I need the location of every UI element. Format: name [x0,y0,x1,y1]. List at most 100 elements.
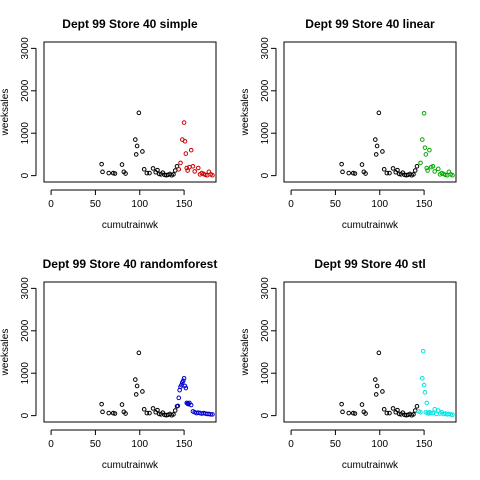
data-point [140,389,145,394]
x-tick-label: 50 [90,199,102,210]
y-tick-label: 3000 [260,37,271,60]
series-2 [416,348,455,418]
y-tick-label: 3000 [20,277,31,300]
series-2 [418,110,455,178]
x-tick-label: 0 [288,199,294,210]
data-point [374,143,380,149]
x-tick-label: 0 [288,439,294,450]
data-point [99,401,104,407]
data-point [411,172,416,177]
data-point [134,143,140,149]
data-point [352,171,358,176]
data-point [384,170,390,176]
x-axis-label: cumutrainwk [102,220,159,231]
data-point [395,407,400,413]
data-point [144,170,150,176]
data-point [140,149,145,154]
data-point [430,164,436,169]
data-point [423,152,429,157]
series-2 [176,120,215,178]
data-point [183,385,189,391]
plot-frame [283,41,457,183]
y-tick-label: 1000 [260,362,271,385]
y-tick-label: 3000 [20,37,31,60]
data-point [422,390,428,395]
data-point [424,165,430,171]
data-point [133,137,138,142]
data-point [418,409,423,415]
data-point [381,406,387,412]
data-point [155,167,160,173]
chart-title: Dept 99 Store 40 linear [305,17,435,31]
y-tick-label: 1000 [20,362,31,385]
data-point [188,147,194,153]
data-point [340,409,345,415]
data-point [123,411,128,416]
series-1 [99,110,180,178]
y-tick-label: 2000 [260,79,271,102]
data-point [412,408,418,413]
data-point [100,409,105,415]
data-point [421,382,427,388]
x-tick-label: 100 [371,439,388,450]
data-point [363,171,368,176]
data-point [141,166,147,172]
data-point [119,402,125,407]
data-point [390,166,396,171]
panel-3: Dept 99 Store 40 randomforest 0 50 100 150 cu… [0,257,217,471]
data-point [176,166,182,172]
data-point [136,110,142,116]
data-point [390,406,396,411]
data-point [134,383,140,389]
data-point [363,411,368,416]
data-point [418,160,423,166]
data-point [435,166,441,172]
y-tick-label: 3000 [260,277,271,300]
data-point [195,165,201,171]
data-point [421,110,427,116]
y-axis-label: weeksales [0,89,11,137]
data-point [119,162,125,167]
x-axis-label: cumutrainwk [342,220,399,231]
data-point [147,410,152,416]
data-point [384,410,390,416]
plot-frame [283,281,457,423]
data-point [208,412,213,417]
data-point [192,169,198,174]
data-point [427,147,432,153]
data-point [414,164,420,169]
chart-title: Dept 99 Store 40 simple [62,17,198,31]
data-point [150,166,156,171]
data-point [411,412,416,417]
data-point [133,377,138,382]
x-tick-label: 100 [131,439,148,450]
x-tick-label: 100 [131,199,148,210]
data-point [424,400,430,406]
data-point [373,152,379,157]
data-point [185,168,190,173]
data-point [182,383,188,389]
data-point [380,389,385,394]
series-1 [339,350,420,418]
data-point [381,166,387,172]
data-point [188,402,194,408]
data-point [373,377,378,382]
data-point [359,402,365,407]
x-tick-label: 50 [330,199,342,210]
data-point [181,120,187,125]
data-point [373,392,379,397]
data-point [112,171,118,176]
data-point [123,171,128,176]
data-point [141,406,147,412]
data-point [380,149,385,154]
x-tick-label: 150 [176,439,193,450]
data-point [339,161,344,167]
data-point [181,376,187,381]
data-point [133,392,139,397]
panel-1: Dept 99 Store 40 simple 0 50 100 150 cumutrai… [0,17,217,231]
x-tick-label: 0 [48,199,54,210]
data-point [210,172,215,178]
y-tick-label: 2000 [20,319,31,342]
plot-frame [43,281,217,423]
data-point [210,412,215,417]
